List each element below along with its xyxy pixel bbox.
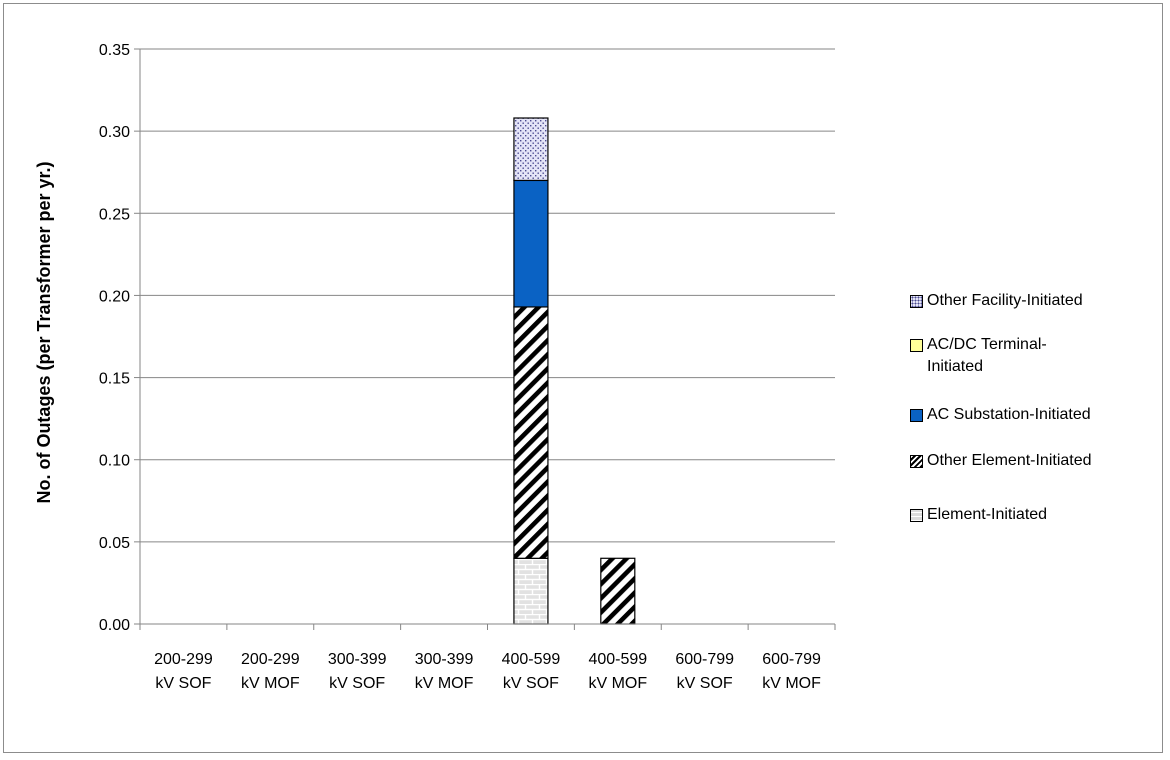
bar-segment: [600, 557, 636, 625]
legend-label: Element-Initiated: [927, 506, 1048, 523]
legend-swatch: [910, 295, 923, 308]
chart-svg: 0.00 0.05 0.10 0.15 0.20 0.25 0.30 0.35 200-299 k…: [34, 42, 836, 692]
gridlines: [140, 48, 835, 543]
x-tick-label: 400-599 kV MOF: [588, 651, 647, 692]
y-tick-label: 0.25: [99, 206, 130, 223]
bars: [513, 117, 636, 625]
legend-item: Other Facility-Initiated: [910, 290, 1083, 312]
bar-segment: [513, 557, 549, 625]
y-tick-label: 0.00: [99, 617, 130, 634]
legend-item: AC/DC Terminal- Initiated: [910, 334, 1047, 378]
legend-label: Other Facility-Initiated: [927, 292, 1083, 309]
legend-swatch: [910, 509, 923, 522]
x-tick-label: 300-399 kV SOF: [328, 651, 387, 692]
x-tick-label: 600-799 kV SOF: [675, 651, 734, 692]
y-tick-label: 0.30: [99, 124, 130, 141]
x-tick-label: 200-299 kV SOF: [154, 651, 213, 692]
x-tick-label: 300-399 kV MOF: [415, 651, 474, 692]
y-tick-label: 0.20: [99, 288, 130, 305]
x-tick-label: 400-599 kV SOF: [502, 651, 561, 692]
x-tick-label: 200-299 kV MOF: [241, 651, 300, 692]
legend-item: AC Substation-Initiated: [910, 404, 1091, 426]
legend-swatch: [910, 339, 923, 352]
bar-segment: [513, 179, 549, 308]
legend-label: AC/DC Terminal- Initiated: [927, 336, 1047, 375]
chart-area: 0.00 0.05 0.10 0.15 0.20 0.25 0.30 0.35 200-299 k…: [3, 3, 1163, 753]
bar-segment: [513, 306, 549, 559]
legend-item: Other Element-Initiated: [910, 450, 1092, 472]
legend-item: Element-Initiated: [910, 504, 1047, 526]
bar-segment: [513, 117, 549, 182]
legend-label: AC Substation-Initiated: [927, 406, 1091, 423]
legend-label: Other Element-Initiated: [927, 452, 1092, 469]
y-tick-label: 0.10: [99, 453, 130, 470]
y-tick-label: 0.05: [99, 535, 130, 552]
legend-swatch: [910, 409, 923, 422]
y-tick-label: 0.35: [99, 42, 130, 59]
axes: [134, 48, 836, 630]
axis-labels: 0.00 0.05 0.10 0.15 0.20 0.25 0.30 0.35 200-299 k…: [34, 42, 821, 692]
y-tick-label: 0.15: [99, 371, 130, 388]
y-axis-title: No. of Outages (per Transformer per yr.): [34, 161, 54, 503]
legend-swatch: [910, 455, 923, 468]
x-tick-label: 600-799 kV MOF: [762, 651, 821, 692]
